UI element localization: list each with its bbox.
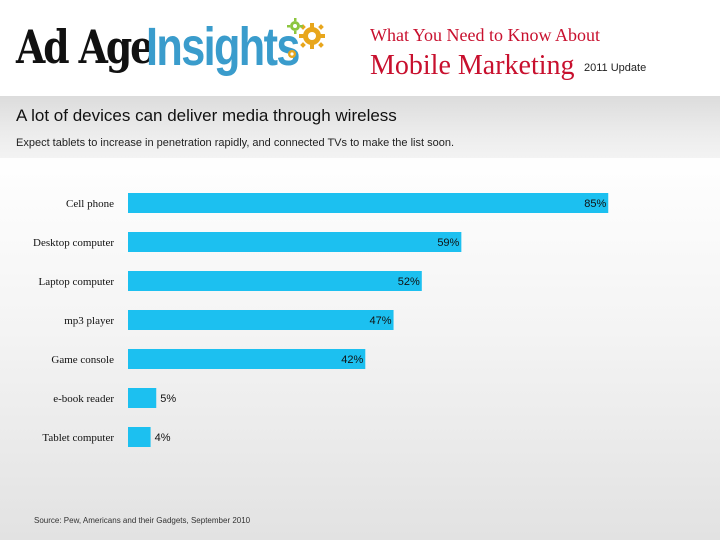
value-label: 85% — [584, 198, 606, 210]
value-label: 47% — [370, 315, 392, 327]
category-label: Game console — [51, 354, 114, 366]
chart-subtitle: Expect tablets to increase in penetratio… — [16, 137, 455, 149]
chart-title: A lot of devices can deliver media throu… — [16, 106, 397, 125]
category-label: Cell phone — [66, 198, 114, 210]
source-note: Source: Pew, Americans and their Gadgets… — [34, 516, 251, 525]
logo-ad-age: Ad Age — [16, 20, 154, 74]
bar — [128, 388, 157, 408]
bar — [128, 232, 462, 252]
gears-icon — [287, 18, 325, 58]
gear-large-icon — [299, 23, 325, 49]
bar — [128, 193, 609, 213]
category-label: Tablet computer — [42, 432, 114, 444]
header-title-small: What You Need to Know About — [370, 25, 600, 45]
header-title-big: Mobile Marketing — [370, 50, 575, 81]
bar-chart: Cell phone 85% Desktop computer 59% Laptop c… — [33, 193, 609, 447]
header: Ad Age Insights — [0, 0, 720, 96]
value-label: 4% — [155, 432, 171, 444]
bar — [128, 349, 366, 369]
bar — [128, 427, 151, 447]
category-label: Desktop computer — [33, 237, 114, 249]
category-label: e-book reader — [53, 393, 114, 405]
logo-insights: Insights — [146, 17, 300, 77]
bar — [128, 310, 394, 330]
category-label: Laptop computer — [39, 276, 115, 288]
header-update-label: 2011 Update — [584, 62, 647, 74]
gear-tiny-icon — [288, 50, 296, 58]
value-label: 5% — [160, 393, 176, 405]
value-label: 42% — [341, 354, 363, 366]
value-label: 52% — [398, 276, 420, 288]
gear-small-icon — [287, 18, 303, 34]
value-label: 59% — [437, 237, 459, 249]
title-band — [0, 96, 720, 158]
bar — [128, 271, 422, 291]
category-label: mp3 player — [64, 315, 114, 327]
